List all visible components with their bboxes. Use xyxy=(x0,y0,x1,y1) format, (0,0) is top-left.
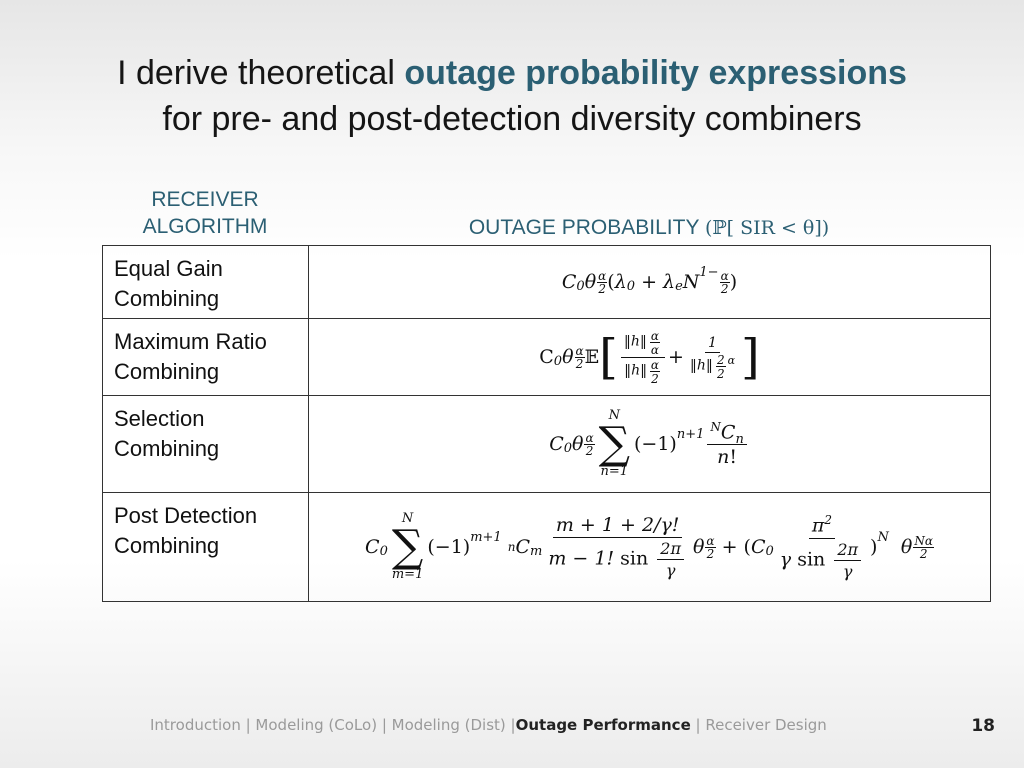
algorithm-cell: Maximum Ratio Combining xyxy=(102,318,309,396)
receiver-algorithm-header: RECEIVER ALGORITHM xyxy=(142,188,268,238)
algorithm-cell: Post Detection Combining xyxy=(102,492,309,602)
page-number: 18 xyxy=(971,716,995,736)
table-row: Equal Gain Combining C 0 θ α 2(λ 0 + λ e N 1− α 2) xyxy=(102,245,991,319)
sc-equation: C 0 θ α 2 N ∑ n=1 (−1) n+1 NCn n! xyxy=(308,395,991,493)
mrc-equation: C 0 θ α 2 𝔼[‖h‖ α α ‖h‖ α 2 +1 ‖h‖ 2 2 α] xyxy=(308,318,991,396)
algorithm-cell: Selection Combining xyxy=(102,395,309,493)
nav-current-section: Outage Performance xyxy=(515,716,691,734)
table-row: Selection Combining C 0 θ α 2 N ∑ n=1 (−1) n+1 NCn… xyxy=(102,395,991,493)
outage-probability-header: OUTAGE PROBABILITY (ℙ[ SIR < θ]) xyxy=(468,216,830,239)
section-navigation: Introduction | Modeling (CoLo) | Modelin… xyxy=(150,716,880,734)
egc-equation: C 0 θ α 2(λ 0 + λ e N 1− α 2) xyxy=(308,245,991,319)
slide-title: I derive theoretical outage probability … xyxy=(0,50,1024,142)
nav-sections-before: Introduction | Modeling (CoLo) | Modelin… xyxy=(150,716,516,734)
outage-table: Equal Gain Combining C 0 θ α 2(λ 0 + λ e N 1− α 2)… xyxy=(102,245,991,602)
table-row: Maximum Ratio Combining C 0 θ α 2 𝔼[‖h‖ α α ‖h‖ α… xyxy=(102,318,991,396)
algorithm-cell: Equal Gain Combining xyxy=(102,245,309,319)
title-highlight: outage probability expressions xyxy=(404,54,907,92)
outage-probability-symbol: (ℙ[ SIR < θ]) xyxy=(704,217,830,239)
title-line-2: for pre- and post-detection diversity co… xyxy=(162,100,862,138)
title-line-1: I derive theoretical outage probability … xyxy=(117,54,907,92)
table-row: Post Detection Combining C 0 N ∑ m=1 (−1) m+1 … xyxy=(102,492,991,602)
nav-sections-after: | Receiver Design xyxy=(690,716,827,734)
